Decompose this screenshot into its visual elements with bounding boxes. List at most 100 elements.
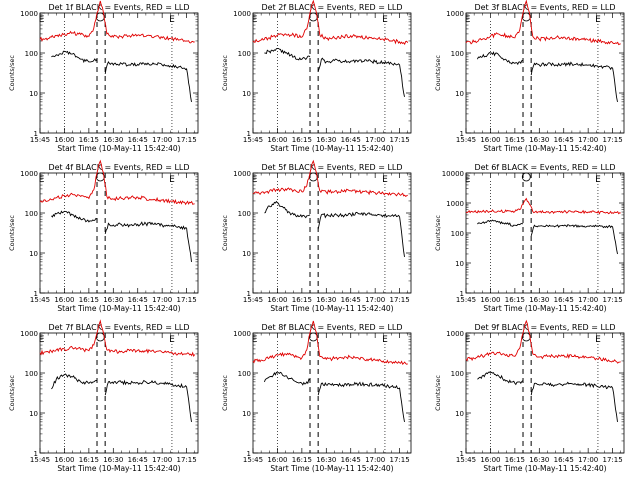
x-tick-label: 17:15: [177, 296, 197, 304]
y-tick-label: 1000: [446, 330, 464, 338]
plot-title: Det 9f BLACK = Events, RED = LLD: [474, 323, 615, 332]
x-tick-label: 17:15: [177, 456, 197, 464]
flare-circle-marker: [521, 172, 531, 182]
x-tick-label: 16:30: [529, 296, 549, 304]
y-axis-label: Counts/sec: [221, 55, 229, 91]
series-line-lld: [39, 0, 195, 44]
x-tick-label: 16:30: [529, 456, 549, 464]
y-tick-label: 1000: [233, 170, 251, 178]
y-tick-label: 10: [29, 410, 38, 418]
x-tick-label: 17:00: [152, 456, 172, 464]
series-line-lld: [39, 159, 195, 206]
y-tick-label: 10: [455, 90, 464, 98]
e-marker-label: E: [252, 335, 258, 345]
series-line-events: [477, 371, 618, 422]
plot-title: Det 3f BLACK = Events, RED = LLD: [474, 3, 615, 12]
x-tick-label: 15:45: [243, 456, 263, 464]
e-marker-label: E: [595, 175, 601, 185]
e-marker-label: E: [595, 335, 601, 345]
panel-det-4: Det 4f BLACK = Events, RED = LLD 1 10 100 10…: [8, 159, 199, 313]
y-axis-label: Counts/sec: [221, 215, 229, 251]
x-tick-label: 17:15: [390, 296, 410, 304]
e-marker-label: E: [39, 15, 45, 25]
x-tick-label: 17:00: [578, 136, 598, 144]
series-line-lld: [465, 319, 621, 364]
plot-title: Det 8f BLACK = Events, RED = LLD: [261, 323, 402, 332]
x-tick-label: 15:45: [243, 296, 263, 304]
x-tick-label: 16:30: [529, 136, 549, 144]
plot-title: Det 6f BLACK = Events, RED = LLD: [474, 163, 615, 172]
x-tick-label: 16:45: [554, 456, 574, 464]
x-axis-label: Start Time (10-May-11 15:42:40): [57, 144, 180, 153]
e-marker-label: E: [169, 15, 175, 25]
series-line-lld: [39, 319, 196, 358]
y-tick-label: 1000: [446, 10, 464, 18]
plot-frame: [465, 172, 625, 294]
plot-frame: [465, 332, 625, 454]
plot-title: Det 5f BLACK = Events, RED = LLD: [261, 163, 402, 172]
plot-frame: [39, 172, 199, 294]
plot-frame: [39, 12, 199, 134]
x-tick-label: 16:15: [292, 296, 312, 304]
x-tick-label: 16:15: [79, 456, 99, 464]
x-tick-label: 16:30: [103, 296, 123, 304]
y-tick-label: 100: [25, 370, 38, 378]
x-tick-label: 17:00: [365, 296, 385, 304]
series-line-events: [476, 51, 618, 102]
x-tick-label: 16:00: [480, 456, 500, 464]
y-tick-label: 10: [29, 250, 38, 258]
x-tick-label: 17:15: [390, 136, 410, 144]
x-tick-label: 16:30: [316, 296, 336, 304]
y-tick-label: 1: [247, 450, 251, 458]
x-tick-label: 17:15: [603, 296, 623, 304]
x-axis-label: Start Time (10-May-11 15:42:40): [57, 464, 180, 473]
e-marker-label: E: [252, 15, 258, 25]
y-tick-label: 100: [451, 370, 464, 378]
x-tick-label: 16:45: [341, 296, 361, 304]
series-line-lld: [252, 159, 408, 198]
x-tick-label: 16:45: [554, 296, 574, 304]
x-tick-label: 16:45: [128, 296, 148, 304]
series-line-events: [51, 50, 192, 102]
y-tick-label: 1000: [20, 10, 38, 18]
x-tick-label: 17:00: [152, 296, 172, 304]
x-tick-label: 17:15: [390, 456, 410, 464]
y-axis-label: Counts/sec: [434, 215, 442, 251]
x-tick-label: 16:00: [54, 136, 74, 144]
e-marker-label: E: [39, 175, 45, 185]
series-line-lld: [465, 0, 621, 46]
y-tick-label: 10000: [442, 170, 464, 178]
x-tick-label: 16:15: [505, 456, 525, 464]
y-tick-label: 100: [25, 50, 38, 58]
y-tick-label: 10: [455, 260, 464, 268]
plot-frame: [39, 332, 199, 454]
x-tick-label: 15:45: [456, 456, 476, 464]
panel-det-2: Det 2f BLACK = Events, RED = LLD 1 10 100 10…: [221, 0, 412, 153]
y-tick-label: 1: [247, 130, 251, 138]
x-tick-label: 16:15: [79, 296, 99, 304]
x-tick-label: 16:00: [480, 136, 500, 144]
x-tick-label: 16:00: [267, 296, 287, 304]
x-tick-label: 15:45: [30, 456, 50, 464]
y-tick-label: 1000: [20, 330, 38, 338]
plot-title: Det 2f BLACK = Events, RED = LLD: [261, 3, 402, 12]
y-tick-label: 1000: [446, 200, 464, 208]
plot-frame: [252, 172, 412, 294]
x-tick-label: 16:30: [103, 136, 123, 144]
panel-det-6: Det 6f BLACK = Events, RED = LLD 1 10 100 10…: [434, 163, 625, 313]
x-tick-label: 16:00: [480, 296, 500, 304]
x-tick-label: 16:00: [54, 456, 74, 464]
y-axis-label: Counts/sec: [434, 55, 442, 91]
e-marker-label: E: [252, 175, 258, 185]
x-tick-label: 17:00: [365, 136, 385, 144]
e-marker-label: E: [169, 335, 175, 345]
e-marker-label: E: [39, 335, 45, 345]
x-tick-label: 15:45: [456, 136, 476, 144]
x-tick-label: 16:15: [292, 136, 312, 144]
plot-title: Det 7f BLACK = Events, RED = LLD: [48, 323, 189, 332]
y-tick-label: 100: [238, 50, 251, 58]
y-tick-label: 10: [455, 410, 464, 418]
x-tick-label: 16:15: [79, 136, 99, 144]
y-tick-label: 1000: [233, 10, 251, 18]
